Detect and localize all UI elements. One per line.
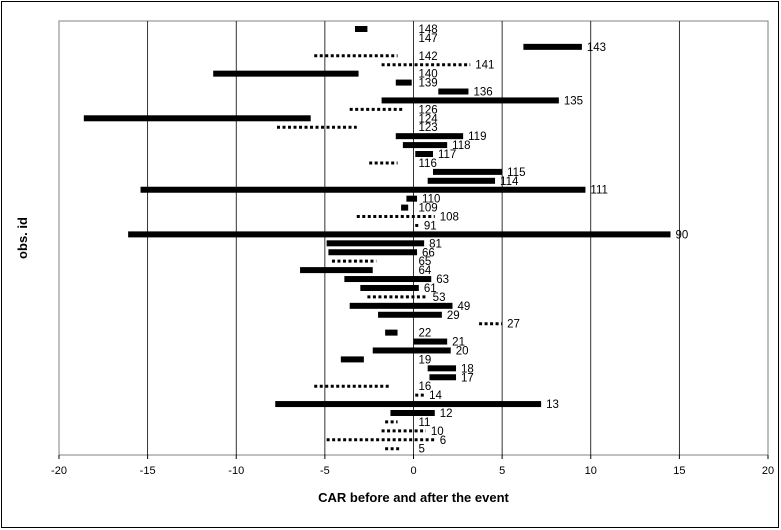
bar-label: 111 <box>590 185 607 197</box>
bar-label: 16 <box>419 381 432 393</box>
solid-bar <box>395 79 412 86</box>
bar-label: 143 <box>587 42 606 54</box>
bar-label: 147 <box>419 33 438 45</box>
bar-label: 119 <box>468 131 486 143</box>
bar-label: 13 <box>546 399 559 411</box>
x-tick-label: -5 <box>320 465 330 477</box>
bar-label: 14 <box>429 390 442 402</box>
bar-label: 141 <box>475 60 494 72</box>
x-tick-label: -10 <box>228 465 244 477</box>
bar-label: 10 <box>431 426 444 438</box>
solid-bar <box>328 249 418 256</box>
solid-bar <box>395 133 464 140</box>
bar-label: 65 <box>419 256 432 268</box>
bar-label: 116 <box>419 158 437 170</box>
bar-label: 117 <box>438 149 456 161</box>
bar-label: 115 <box>507 167 525 179</box>
bar-label: 27 <box>507 319 520 331</box>
bar-label: 49 <box>457 301 470 313</box>
solid-bar <box>326 240 425 247</box>
bar-label: 12 <box>440 408 453 420</box>
bar-labels: 1481471431421411401391361351261241231191… <box>419 24 689 456</box>
bar-label: 81 <box>429 238 442 250</box>
bar-label: 21 <box>452 337 465 349</box>
bar-label: 53 <box>433 292 446 304</box>
bar-label: 91 <box>424 220 437 232</box>
solid-bar <box>385 329 398 336</box>
solid-bar <box>372 347 451 354</box>
bar-label: 66 <box>422 247 435 259</box>
x-tick-label: -15 <box>140 465 156 477</box>
bar-label: 22 <box>419 328 432 340</box>
bar-label: 148 <box>419 24 438 36</box>
solid-bar <box>432 168 503 175</box>
bar-label: 20 <box>456 345 469 357</box>
solid-bar <box>406 195 418 202</box>
solid-bar <box>140 186 586 193</box>
solid-bar <box>349 302 453 309</box>
solid-bar <box>128 231 671 238</box>
bar-label: 126 <box>419 104 438 116</box>
bar-label: 5 <box>419 444 425 456</box>
x-tick-label: 0 <box>410 465 416 477</box>
bar-label: 114 <box>500 176 519 188</box>
bar-label: 136 <box>473 87 492 99</box>
solid-bar <box>340 356 364 363</box>
bar-label: 110 <box>422 194 440 206</box>
y-axis-title: obs. id <box>15 217 30 259</box>
solid-bar <box>415 151 433 158</box>
bar-label: 135 <box>564 95 583 107</box>
bar-label: 123 <box>419 122 438 134</box>
bar-label: 63 <box>436 274 449 286</box>
solid-bar <box>83 115 311 122</box>
bar-label: 11 <box>419 417 431 429</box>
bar-label: 139 <box>419 78 438 90</box>
solid-bar <box>402 142 448 149</box>
bar-label: 29 <box>447 310 460 322</box>
solid-bar <box>438 88 469 95</box>
x-tick-label: 5 <box>499 465 505 477</box>
x-axis-title: CAR before and after the event <box>318 490 509 505</box>
solid-bar <box>344 276 432 283</box>
bar-label: 6 <box>440 435 446 447</box>
solid-bar <box>413 338 448 345</box>
bars <box>83 26 671 451</box>
bar-label: 142 <box>419 51 438 63</box>
bar-label: 61 <box>424 283 437 295</box>
bar-label: 64 <box>419 265 432 277</box>
solid-bar <box>360 284 419 291</box>
solid-bar <box>355 26 368 32</box>
solid-bar <box>390 409 435 416</box>
solid-bar <box>378 311 442 318</box>
solid-bar <box>275 401 542 408</box>
x-tick-label: 15 <box>673 465 685 477</box>
bar-label: 90 <box>676 229 689 241</box>
solid-bar <box>213 70 359 77</box>
bar-label: 118 <box>452 140 470 152</box>
solid-bar <box>429 374 457 381</box>
x-tick-label: 10 <box>585 465 597 477</box>
x-axis-ticks: -20 -15 -10 -5 0 5 10 15 20 <box>51 455 774 477</box>
solid-bar <box>381 97 559 104</box>
solid-bar <box>401 204 409 211</box>
solid-bar <box>427 177 496 184</box>
x-tick-label: -20 <box>51 465 67 477</box>
solid-bar <box>523 43 582 50</box>
bar-label: 140 <box>419 69 438 81</box>
gridlines <box>147 21 680 455</box>
bar-label: 124 <box>419 113 439 125</box>
bar-label: 19 <box>419 354 432 366</box>
x-tick-label: 20 <box>762 465 774 477</box>
bar-label: 109 <box>419 203 438 215</box>
bar-label: 18 <box>461 363 474 375</box>
bar-label: 108 <box>440 212 459 224</box>
solid-bar <box>427 365 457 372</box>
solid-bar <box>300 267 373 274</box>
bar-label: 17 <box>461 372 474 384</box>
